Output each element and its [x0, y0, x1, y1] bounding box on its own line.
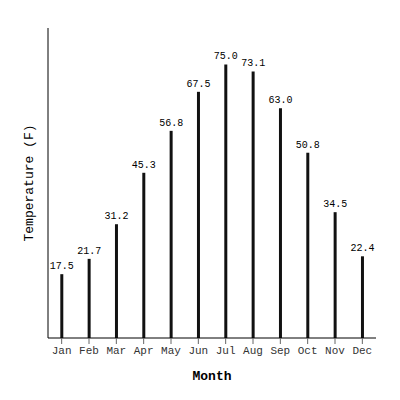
svg-text:50.8: 50.8 [296, 140, 320, 151]
svg-text:75.0: 75.0 [214, 51, 238, 62]
svg-text:31.2: 31.2 [104, 211, 128, 222]
svg-text:Jul: Jul [216, 345, 236, 357]
svg-text:Mar: Mar [106, 345, 126, 357]
svg-text:21.7: 21.7 [77, 246, 101, 257]
svg-text:Nov: Nov [325, 345, 345, 357]
svg-text:Aug: Aug [243, 345, 263, 357]
svg-text:Sep: Sep [270, 345, 290, 357]
svg-text:22.4: 22.4 [350, 243, 374, 254]
svg-text:45.3: 45.3 [132, 160, 156, 171]
svg-text:Jan: Jan [52, 345, 72, 357]
svg-text:34.5: 34.5 [323, 199, 347, 210]
svg-text:May: May [161, 345, 181, 357]
svg-text:17.5: 17.5 [50, 261, 74, 272]
svg-text:56.8: 56.8 [159, 118, 183, 129]
svg-text:Feb: Feb [79, 345, 99, 357]
svg-text:67.5: 67.5 [186, 79, 210, 90]
svg-text:Apr: Apr [134, 345, 154, 357]
svg-text:Temperature (F): Temperature (F) [22, 124, 37, 241]
svg-text:73.1: 73.1 [241, 58, 265, 69]
svg-text:63.0: 63.0 [268, 95, 292, 106]
svg-text:Month: Month [192, 369, 231, 384]
svg-text:Jun: Jun [188, 345, 208, 357]
svg-text:Dec: Dec [352, 345, 372, 357]
svg-text:Oct: Oct [298, 345, 318, 357]
